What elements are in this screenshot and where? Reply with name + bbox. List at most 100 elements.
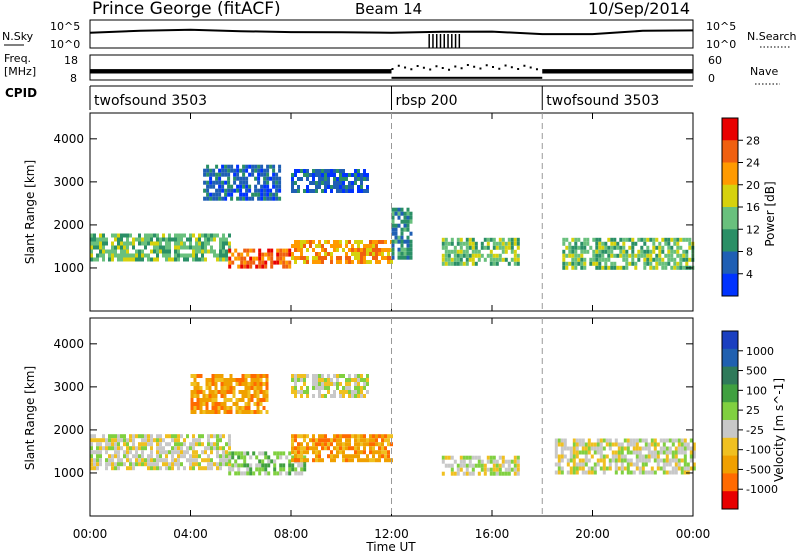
range-cell	[318, 181, 321, 185]
range-cell	[671, 454, 675, 459]
range-cell	[168, 245, 171, 250]
range-cell	[643, 241, 647, 246]
range-cell	[366, 458, 369, 463]
range-cell	[680, 446, 684, 451]
range-cell	[574, 241, 578, 246]
range-cell	[450, 455, 454, 460]
range-cell	[510, 237, 514, 242]
range-cell	[632, 470, 636, 475]
range-cell	[156, 249, 159, 254]
range-cell	[498, 455, 502, 460]
range-cell	[234, 471, 238, 476]
range-cell	[204, 241, 207, 246]
range-cell	[193, 386, 197, 390]
range-cell	[640, 245, 644, 250]
range-cell	[583, 241, 587, 246]
range-cell	[563, 438, 567, 443]
range-cell	[117, 466, 120, 471]
range-cell	[141, 257, 144, 262]
range-cell	[156, 458, 159, 463]
range-cell	[258, 451, 262, 456]
range-cell	[126, 253, 129, 258]
range-cell	[225, 450, 228, 455]
range-cell	[584, 442, 588, 447]
range-cell	[201, 458, 204, 463]
range-cell	[273, 463, 277, 468]
range-cell	[477, 257, 481, 262]
range-cell	[646, 245, 650, 250]
range-cell	[339, 442, 342, 447]
y-tick-label: 3000	[53, 380, 84, 394]
range-cell	[168, 450, 171, 455]
range-cell	[366, 378, 369, 382]
range-cell	[342, 374, 345, 378]
range-cell	[256, 378, 260, 382]
freq-frame	[89, 54, 694, 81]
range-cell	[403, 251, 407, 256]
range-cell	[354, 438, 357, 443]
range-cell	[336, 446, 339, 451]
range-cell	[661, 237, 665, 242]
range-cell	[220, 406, 224, 410]
range-cell	[673, 249, 677, 254]
range-cell	[216, 233, 219, 238]
range-cell	[220, 374, 224, 378]
range-cell	[489, 237, 493, 242]
range-cell	[477, 249, 481, 254]
range-cell	[126, 237, 129, 242]
range-cell	[516, 471, 520, 476]
range-cell	[93, 241, 96, 246]
range-cell	[656, 462, 660, 467]
range-cell	[652, 245, 656, 250]
range-cell	[345, 252, 348, 256]
range-cell	[604, 261, 608, 266]
range-cell	[294, 240, 297, 244]
range-cell	[664, 253, 668, 258]
range-cell	[384, 438, 387, 443]
range-cell	[205, 398, 209, 402]
range-cell	[602, 470, 606, 475]
range-cell	[174, 257, 177, 262]
range-cell	[306, 240, 309, 244]
range-cell	[228, 233, 231, 238]
range-cell	[108, 253, 111, 258]
range-cell	[171, 438, 174, 443]
range-cell	[232, 386, 236, 390]
range-cell	[266, 184, 270, 189]
range-cell	[450, 471, 454, 476]
range-cell	[123, 249, 126, 254]
range-cell	[471, 237, 475, 242]
range-cell	[312, 260, 315, 264]
range-cell	[214, 386, 218, 390]
range-cell	[251, 192, 255, 197]
range-cell	[141, 450, 144, 455]
range-cell	[581, 462, 585, 467]
range-cell	[269, 196, 273, 201]
range-cell	[222, 241, 225, 246]
y-tick-label: 4000	[53, 337, 84, 351]
range-cell	[294, 169, 297, 173]
range-cell	[674, 470, 678, 475]
range-cell	[574, 257, 578, 262]
range-cell	[327, 382, 330, 386]
range-cell	[303, 382, 306, 386]
range-cell	[674, 462, 678, 467]
range-cell	[581, 450, 585, 455]
range-cell	[650, 450, 654, 455]
range-cell	[198, 454, 201, 459]
colorbar-tick-label: 8	[746, 246, 753, 259]
range-cell	[177, 245, 180, 250]
range-cell	[495, 253, 499, 258]
x-tick-label: 04:00	[173, 527, 208, 541]
range-cell	[354, 177, 357, 181]
range-cell	[632, 446, 636, 451]
range-cell	[644, 462, 648, 467]
range-cell	[141, 434, 144, 439]
range-cell	[685, 253, 689, 258]
range-cell	[318, 454, 321, 459]
range-cell	[384, 446, 387, 451]
range-cell	[330, 252, 333, 256]
range-cell	[486, 245, 490, 250]
range-cell	[245, 184, 249, 189]
range-cell	[638, 458, 642, 463]
